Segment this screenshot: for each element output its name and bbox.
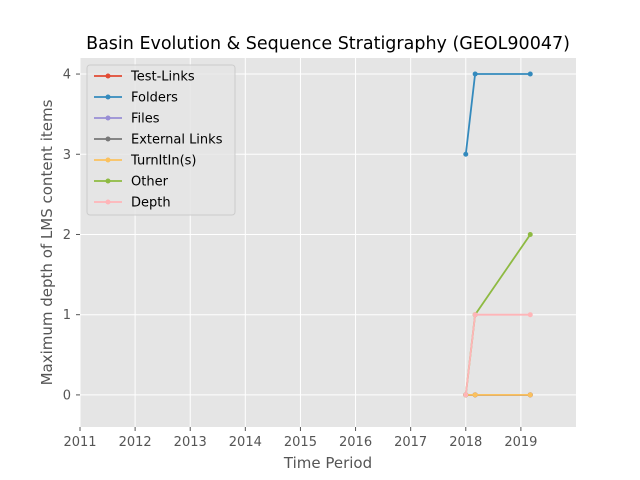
legend-swatch-marker bbox=[105, 157, 111, 163]
x-tick-label: 2017 bbox=[394, 435, 427, 450]
x-tick-label: 2012 bbox=[119, 435, 152, 450]
legend-swatch-marker bbox=[105, 136, 111, 142]
legend-label: Files bbox=[131, 112, 160, 127]
data-point bbox=[527, 71, 533, 77]
series-layer bbox=[463, 71, 533, 398]
y-tick-label: 2 bbox=[63, 228, 71, 243]
legend-swatch-marker bbox=[105, 199, 111, 205]
x-tick-label: 2013 bbox=[174, 435, 207, 450]
data-point bbox=[472, 71, 478, 77]
data-point bbox=[472, 312, 478, 318]
x-tick-label: 2019 bbox=[504, 435, 537, 450]
legend-item: TurnItIn(s) bbox=[94, 154, 196, 169]
x-tick-label: 2018 bbox=[449, 435, 482, 450]
data-point bbox=[527, 231, 533, 237]
y-tick-label: 4 bbox=[63, 68, 71, 83]
legend-item: Test-Links bbox=[94, 70, 195, 85]
series-folders bbox=[463, 71, 533, 157]
y-axis-ticks: 0 1 2 3 4 bbox=[63, 68, 80, 403]
x-tick-label: 2014 bbox=[229, 435, 262, 450]
legend-swatch-marker bbox=[105, 178, 111, 184]
x-tick-label: 2016 bbox=[339, 435, 372, 450]
legend-label: Depth bbox=[131, 196, 171, 211]
y-tick-label: 3 bbox=[63, 148, 71, 163]
legend-swatch-marker bbox=[105, 94, 111, 100]
y-tick-label: 0 bbox=[63, 388, 71, 403]
x-axis-label: Time Period bbox=[283, 454, 372, 472]
legend-swatch-marker bbox=[105, 115, 111, 121]
legend-item: Other bbox=[94, 175, 169, 190]
y-axis-label: Maximum depth of LMS content items bbox=[38, 99, 56, 385]
legend-item: External Links bbox=[94, 133, 223, 148]
legend-label: Other bbox=[131, 175, 169, 190]
x-tick-label: 2011 bbox=[63, 435, 96, 450]
x-axis-ticks: 2011 2012 2013 2014 2015 2016 2017 2018 2019 bbox=[63, 427, 537, 450]
legend-label: External Links bbox=[131, 133, 223, 148]
chart-title: Basin Evolution & Sequence Stratigraphy … bbox=[86, 34, 570, 54]
legend-item: Depth bbox=[94, 196, 171, 211]
legend-item: Folders bbox=[94, 91, 178, 106]
legend: Test-Links Folders Files External Links Turn… bbox=[86, 64, 236, 216]
legend-swatch-marker bbox=[105, 73, 111, 79]
data-point bbox=[463, 392, 469, 398]
legend-label: Test-Links bbox=[130, 70, 195, 85]
data-point bbox=[527, 312, 533, 318]
y-tick-label: 1 bbox=[63, 308, 71, 323]
legend-item: Files bbox=[94, 112, 160, 127]
x-tick-label: 2015 bbox=[284, 435, 317, 450]
legend-box bbox=[86, 64, 236, 216]
legend-label: Folders bbox=[131, 91, 178, 106]
data-point bbox=[527, 392, 533, 398]
legend-label: TurnItIn(s) bbox=[130, 154, 196, 169]
series-depth bbox=[463, 312, 533, 398]
data-point bbox=[472, 392, 478, 398]
data-point bbox=[463, 151, 469, 157]
